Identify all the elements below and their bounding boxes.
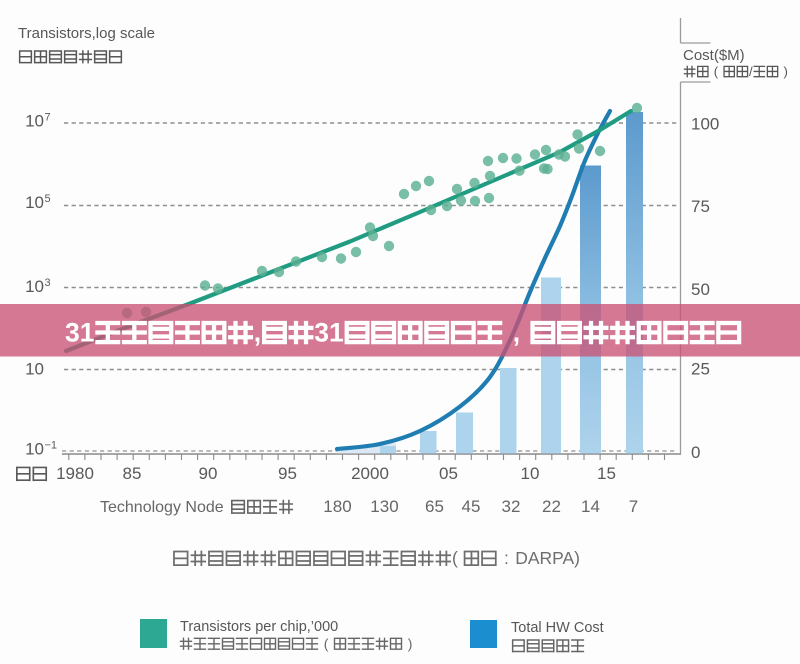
svg-text:10: 10 [25,440,44,459]
svg-text:7: 7 [629,497,638,516]
svg-text:180: 180 [323,497,351,516]
svg-text:DARPA): DARPA) [515,548,580,568]
svg-text:): ) [784,64,788,79]
svg-text:05: 05 [439,464,458,483]
svg-text:,: , [254,317,261,347]
svg-text:50: 50 [691,280,710,299]
svg-text:(: ( [452,548,458,568]
svg-text:3: 3 [45,277,51,289]
svg-text:45: 45 [462,497,481,516]
svg-text:Total HW Cost: Total HW Cost [511,620,604,636]
svg-text:(: ( [324,635,329,651]
svg-text:Technology Node: Technology Node [100,499,224,516]
svg-text:100: 100 [691,115,719,134]
svg-text:(: ( [714,64,719,79]
svg-text:10: 10 [25,360,44,379]
svg-text:10: 10 [25,193,44,212]
svg-text:31: 31 [65,317,95,347]
svg-text::: : [504,548,509,568]
svg-text:130: 130 [370,497,398,516]
svg-text:10: 10 [521,464,540,483]
svg-text:85: 85 [123,464,142,483]
svg-text:14: 14 [581,497,600,516]
svg-text:): ) [408,635,413,651]
svg-text:,: , [513,317,520,347]
svg-text:10: 10 [25,277,44,296]
svg-text:−1: −1 [45,440,58,452]
svg-text:7: 7 [45,112,51,124]
svg-text:Transistors,log scale: Transistors,log scale [18,25,155,42]
svg-text:31: 31 [314,317,344,347]
svg-text:5: 5 [45,193,51,205]
svg-text:1980: 1980 [56,464,94,483]
svg-text:75: 75 [691,197,710,216]
svg-text:15: 15 [597,464,616,483]
svg-text:Cost($M): Cost($M) [683,47,745,64]
svg-text:90: 90 [199,464,218,483]
svg-text:32: 32 [502,497,521,516]
svg-text:22: 22 [542,497,561,516]
svg-text:Transistors per chip,’000: Transistors per chip,’000 [180,619,338,635]
svg-text:25: 25 [691,360,710,379]
svg-text:10: 10 [25,112,44,131]
svg-text:2000: 2000 [351,464,389,483]
svg-text:/: / [749,64,753,79]
svg-text:95: 95 [278,464,297,483]
svg-text:65: 65 [425,497,444,516]
svg-text:0: 0 [691,443,700,462]
